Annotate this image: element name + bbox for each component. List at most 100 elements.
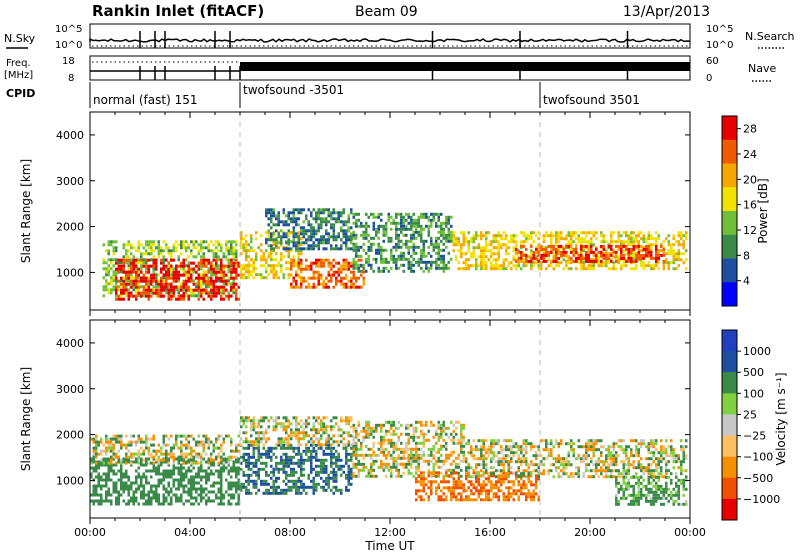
data-cell	[475, 264, 478, 268]
data-cell	[197, 443, 200, 447]
data-cell	[175, 285, 178, 289]
data-cell	[122, 267, 125, 271]
data-cell	[465, 258, 468, 262]
data-cell	[122, 255, 125, 259]
data-cell	[142, 252, 145, 256]
data-cell	[175, 264, 178, 268]
data-cell	[352, 453, 355, 457]
data-cell	[110, 276, 113, 280]
data-cell	[520, 244, 523, 248]
data-cell	[295, 208, 298, 212]
data-cell	[285, 428, 288, 432]
data-cell	[115, 496, 118, 500]
data-cell	[522, 261, 525, 265]
data-cell	[322, 285, 325, 289]
data-cell	[150, 252, 153, 256]
data-cell	[330, 461, 333, 465]
data-cell	[387, 215, 390, 219]
data-cell	[182, 246, 185, 250]
data-cell	[125, 481, 128, 485]
data-cell	[435, 224, 438, 228]
data-cell	[417, 441, 420, 445]
data-cell	[400, 432, 403, 436]
data-cell	[577, 240, 580, 244]
data-cell	[155, 493, 158, 497]
data-cell	[317, 247, 320, 251]
data-cell	[365, 435, 368, 439]
data-cell	[270, 238, 273, 242]
data-cell	[402, 215, 405, 219]
data-cell	[347, 217, 350, 221]
data-cell	[210, 285, 213, 289]
colorbar-tick-label: 4	[743, 275, 750, 288]
data-cell	[445, 468, 448, 472]
data-cell	[192, 502, 195, 506]
data-cell	[300, 241, 303, 245]
data-cell	[320, 437, 323, 441]
data-cell	[395, 257, 398, 261]
data-cell	[312, 273, 315, 277]
data-cell	[300, 237, 303, 241]
data-cell	[170, 502, 173, 506]
data-cell	[685, 258, 688, 262]
data-cell	[297, 235, 300, 239]
data-cell	[370, 429, 373, 433]
data-cell	[177, 255, 180, 259]
data-cell	[327, 214, 330, 218]
data-cell	[442, 248, 445, 252]
data-cell	[295, 244, 298, 248]
data-cell	[580, 243, 583, 247]
data-cell	[200, 291, 203, 295]
data-cell	[197, 279, 200, 283]
data-cell	[545, 259, 548, 263]
data-cell	[642, 246, 645, 250]
data-cell	[582, 249, 585, 253]
data-cell	[277, 232, 280, 236]
data-cell	[247, 461, 250, 465]
data-cell	[217, 267, 220, 271]
data-cell	[595, 237, 598, 241]
data-cell	[385, 456, 388, 460]
data-cell	[217, 472, 220, 476]
data-cell	[220, 258, 223, 262]
data-cell	[415, 477, 418, 481]
data-cell	[250, 422, 253, 426]
data-cell	[392, 420, 395, 424]
data-cell	[570, 250, 573, 254]
data-cell	[357, 285, 360, 289]
data-cell	[222, 437, 225, 441]
data-cell	[405, 456, 408, 460]
beam-label: Beam 09	[355, 4, 418, 20]
data-cell	[165, 270, 168, 274]
data-cell	[227, 267, 230, 271]
data-cell	[160, 502, 163, 506]
data-cell	[385, 260, 388, 264]
data-cell	[582, 261, 585, 265]
data-cell	[605, 261, 608, 265]
data-cell	[222, 288, 225, 292]
data-cell	[282, 208, 285, 212]
data-cell	[235, 258, 238, 262]
data-cell	[347, 279, 350, 283]
data-cell	[277, 443, 280, 447]
data-cell	[202, 255, 205, 259]
data-cell	[127, 455, 130, 459]
data-cell	[372, 215, 375, 219]
data-cell	[355, 435, 358, 439]
data-cell	[345, 461, 348, 465]
data-cell	[662, 240, 665, 244]
data-cell	[185, 291, 188, 295]
data-cell	[347, 264, 350, 268]
data-cell	[100, 487, 103, 491]
data-cell	[277, 217, 280, 221]
data-cell	[250, 425, 253, 429]
data-cell	[342, 443, 345, 447]
data-cell	[300, 464, 303, 468]
data-cell	[580, 259, 583, 263]
data-cell	[450, 224, 453, 228]
data-cell	[330, 452, 333, 456]
data-cell	[530, 259, 533, 263]
data-cell	[457, 441, 460, 445]
data-cell	[567, 240, 570, 244]
data-cell	[362, 248, 365, 252]
